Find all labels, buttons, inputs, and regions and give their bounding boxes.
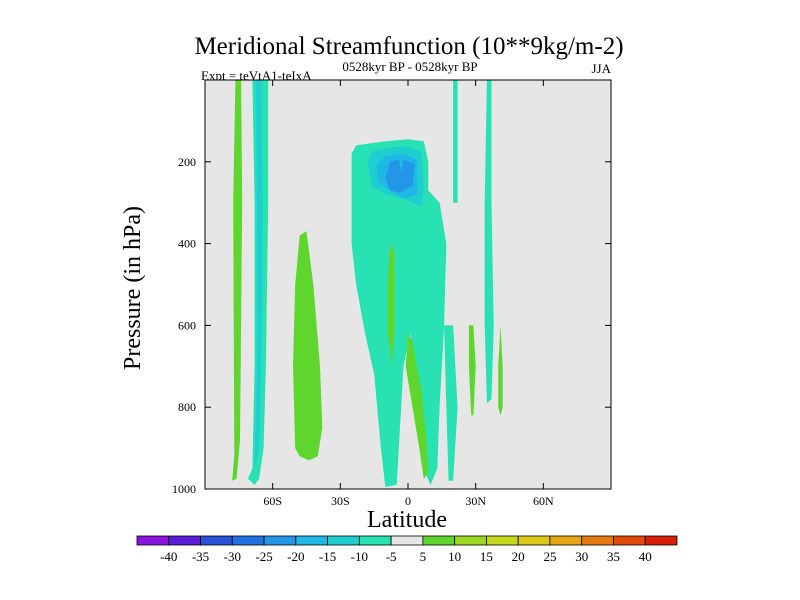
contour-region-nh-upper-negative-filament: [453, 80, 458, 203]
colorbar-label: -30: [224, 549, 241, 564]
colorbar-label: -40: [160, 549, 177, 564]
colorbar-label: 10: [448, 549, 461, 564]
colorbar-label: 35: [607, 549, 620, 564]
x-tick-label: 60N: [533, 494, 554, 508]
contour-region-nh-positive-strip: [468, 325, 476, 416]
contour-region-nh-lower-negative: [444, 325, 458, 481]
contour-region-tropical-positive-lobe: [405, 333, 429, 479]
x-axis-label: Latitude: [367, 507, 447, 533]
center-subtitle: 0528kyr BP - 0528kyr BP: [342, 59, 477, 74]
chart-title: Meridional Streamfunction (10**9kg/m-2): [194, 33, 623, 60]
plot-area: [204, 79, 612, 490]
colorbar-swatch: [549, 535, 583, 546]
colorbar-swatch: [231, 535, 265, 546]
colorbar-label: -15: [319, 549, 336, 564]
contour-region-nh-upper-negative-filament2: [484, 80, 494, 404]
colorbar-label: 20: [512, 549, 525, 564]
x-tick-label: 0: [405, 494, 411, 508]
contour-region-tropical-negative-core: [385, 159, 415, 193]
colorbar-swatch: [200, 535, 233, 546]
colorbar-label: -25: [255, 549, 272, 564]
colorbar: -40 -35 -30 -25 -20 -15 -10 -5 5 10 15 20 25 30 35 40: [136, 535, 678, 564]
colorbar-swatch: [358, 535, 392, 546]
colorbar-swatch: [486, 535, 519, 546]
colorbar-swatch: [644, 535, 678, 546]
x-tick-label: 60S: [263, 494, 282, 508]
colorbar-label: 5: [420, 549, 427, 564]
colorbar-label: 40: [639, 549, 652, 564]
colorbar-swatch: [295, 535, 328, 546]
right-subtitle: JJA: [591, 61, 611, 76]
colorbar-label: -5: [386, 549, 397, 564]
y-axis-label: Pressure (in hPa): [120, 206, 146, 370]
colorbar-label: 30: [575, 549, 588, 564]
y-tick-label: 800: [178, 400, 196, 414]
y-tick-label: 400: [178, 237, 196, 251]
x-axis: 60S 30S 0 30N 60N: [263, 80, 554, 508]
colorbar-swatch: [517, 535, 551, 546]
contour-region-tropical-negative-cell: [351, 139, 447, 488]
colorbar-swatch: [422, 535, 456, 546]
contour-region-nh-positive-strip2: [498, 325, 503, 416]
colorbar-swatch: [581, 535, 614, 546]
colorbar-label: 25: [543, 549, 556, 564]
colorbar-swatch: [168, 535, 201, 546]
y-tick-label: 200: [178, 155, 196, 169]
contour-region-sh-polar-narrow-positive: [232, 80, 243, 481]
colorbar-swatch: [136, 535, 170, 546]
colorbar-swatch: [263, 535, 297, 546]
left-subtitle: Expt = teVtA1-teIxA: [201, 68, 312, 83]
x-tick-label: 30N: [465, 494, 486, 508]
x-tick-label: 30S: [331, 494, 350, 508]
colorbar-swatch: [454, 535, 487, 546]
colorbar-label: 15: [480, 549, 493, 564]
contour-region-sh-midlat-positive: [293, 231, 323, 461]
colorbar-label: -35: [192, 549, 209, 564]
colorbar-swatch: [327, 535, 360, 546]
contour-region-sh-polar-negative-core: [254, 80, 263, 469]
colorbar-label: -20: [287, 549, 304, 564]
contour-region-tropical-positive-strip: [387, 243, 395, 367]
y-tick-label: 600: [178, 318, 196, 332]
y-axis: 200 400 600 800 1000: [172, 155, 611, 496]
colorbar-swatch: [390, 535, 424, 546]
colorbar-swatch: [613, 535, 646, 546]
y-tick-label: 1000: [172, 482, 196, 496]
colorbar-label: -10: [351, 549, 368, 564]
